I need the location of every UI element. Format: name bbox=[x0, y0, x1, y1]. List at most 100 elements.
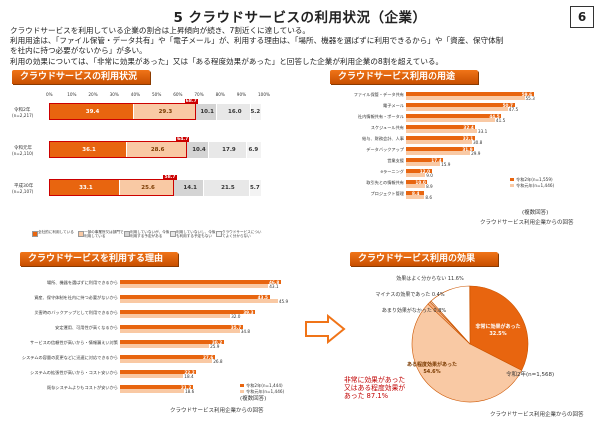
pie-slice bbox=[430, 285, 471, 345]
bar-current bbox=[406, 191, 424, 195]
legend-label: 一部の事業所又は部門で利用している bbox=[84, 230, 124, 239]
bar-value: 39.4 bbox=[85, 109, 100, 115]
bar-previous bbox=[120, 374, 184, 378]
row-n: (n=2,107) bbox=[12, 189, 34, 194]
bar-previous bbox=[120, 314, 231, 318]
bar-value: 10.1 bbox=[200, 109, 214, 115]
slice-label: 54.6% bbox=[423, 369, 440, 375]
bar-current bbox=[406, 136, 475, 140]
reasons-panel: クラウドサービスを利用する理由 場所、機器を選ばずに利用できるから 46.8 43.… bbox=[20, 252, 300, 420]
legend-label: 令和2年(n=1,444) bbox=[246, 383, 283, 388]
item-label: スケジュール共有 bbox=[370, 125, 404, 130]
bar-current bbox=[406, 158, 444, 162]
bar-previous bbox=[120, 329, 240, 333]
bar-current bbox=[406, 114, 502, 118]
item-label: 取引先との情報共有 bbox=[366, 180, 404, 185]
bar-previous bbox=[406, 107, 508, 111]
bar-previous bbox=[406, 140, 472, 144]
value-previous: 55.3 bbox=[525, 95, 535, 101]
value-previous: 43.1 bbox=[269, 283, 279, 289]
legend-label: 全社的に利用している bbox=[38, 230, 74, 234]
value-previous: 15.9 bbox=[441, 161, 451, 167]
legend-swatch bbox=[240, 384, 244, 387]
bar-value: 28.6 bbox=[150, 147, 165, 153]
item-label: 場所、機器を選ばずに利用できるから bbox=[46, 280, 118, 285]
item-label: システムの拡張性が高いから・コスト安いから bbox=[30, 370, 118, 375]
bar-previous bbox=[406, 118, 495, 122]
item-label: 電子メール bbox=[383, 103, 404, 108]
tick-label: 70% bbox=[194, 92, 204, 97]
callout-line: 又はある程度効果が bbox=[344, 384, 406, 392]
legend-swatch bbox=[240, 390, 244, 393]
value-current: 22.2 bbox=[184, 369, 195, 375]
value-previous: 41.5 bbox=[495, 117, 506, 123]
value-previous: 8.9 bbox=[426, 183, 433, 189]
bar-segment bbox=[217, 104, 251, 120]
value-current: 21.2 bbox=[180, 384, 192, 390]
bar-current bbox=[406, 125, 476, 129]
item-label: 既存システムよりもコストが安いから bbox=[47, 385, 118, 390]
item-label: 資産、保守体制を社内に持つ必要がないから bbox=[34, 295, 118, 300]
value-current: 8.4 bbox=[412, 190, 420, 196]
legend-label: 令和元年(n=1,446) bbox=[246, 389, 285, 394]
item-label: システムの容量の変更などに迅速に対応できるから bbox=[21, 355, 118, 360]
tick-label: 20% bbox=[88, 92, 98, 97]
value-previous: 29.9 bbox=[471, 150, 481, 156]
reasons-source: クラウドサービス利用企業からの回答 bbox=[170, 408, 264, 414]
row-label: 令和元年 bbox=[14, 146, 32, 151]
bar-segment bbox=[50, 142, 127, 158]
bar-value: 21.5 bbox=[221, 185, 235, 191]
item-label: ファイル保管・データ共有 bbox=[353, 92, 404, 97]
bar-value: 33.1 bbox=[79, 185, 93, 191]
bar-segment bbox=[247, 142, 262, 158]
bar-segment bbox=[187, 142, 210, 158]
row-n: (n=2,217) bbox=[12, 113, 34, 118]
value-current: 44.5 bbox=[489, 113, 500, 119]
value-current: 43.5 bbox=[257, 294, 268, 300]
bar-previous bbox=[406, 195, 425, 199]
bar-current bbox=[120, 340, 224, 344]
value-current: 50.7 bbox=[502, 102, 513, 108]
total-badge: 58.7 bbox=[163, 175, 177, 180]
used-box bbox=[49, 141, 188, 158]
bar-current bbox=[406, 180, 428, 184]
bar-value: 36.1 bbox=[82, 147, 96, 153]
bar-current bbox=[120, 325, 243, 329]
slice-label: マイナスの効果であった 0.4% bbox=[375, 291, 444, 298]
value-current: 32.1 bbox=[462, 135, 474, 141]
legend-label: 利用していないし、今後も利用する予定もない bbox=[176, 230, 216, 239]
slice-label: ある程度効果があった bbox=[407, 361, 457, 368]
value-current: 31.9 bbox=[462, 146, 473, 152]
bar-current bbox=[120, 295, 270, 299]
bar-value: 14.1 bbox=[183, 185, 197, 191]
bar-previous bbox=[406, 129, 477, 133]
tick-label: 10% bbox=[67, 92, 77, 97]
bar-previous bbox=[406, 151, 471, 155]
bar-segment bbox=[250, 104, 262, 120]
value-current: 27.6 bbox=[202, 354, 214, 360]
bar-previous bbox=[406, 184, 426, 188]
value-previous: 25.9 bbox=[210, 343, 220, 349]
bar-previous bbox=[406, 96, 525, 100]
usage-header: クラウドサービス利用の用途 bbox=[330, 70, 478, 84]
value-previous: 34.8 bbox=[240, 328, 251, 334]
bar-current bbox=[120, 370, 197, 374]
effect-year-note: 令和2年(n=1,568) bbox=[506, 372, 555, 378]
value-previous: 8.6 bbox=[425, 194, 433, 200]
slice-label: 32.5% bbox=[489, 331, 506, 337]
callout-line: あった 87.1% bbox=[344, 392, 389, 400]
legend-swatch bbox=[510, 184, 514, 187]
tick-label: 50% bbox=[152, 92, 162, 97]
value-current: 12.0 bbox=[419, 168, 431, 174]
value-current: 17.4 bbox=[431, 157, 442, 163]
bar-previous bbox=[120, 389, 184, 393]
status-panel: クラウドサービスの利用状況 0% 10% 20% 30% 40% 50% 60% 70% 80%… bbox=[12, 70, 272, 248]
value-current: 30.2 bbox=[211, 339, 223, 345]
reasons-header: クラウドサービスを利用する理由 bbox=[20, 252, 178, 266]
item-label: データバックアップ bbox=[366, 147, 404, 152]
bar-segment bbox=[50, 104, 134, 120]
item-label: 給与、財務会計、人事 bbox=[362, 136, 404, 141]
value-previous: 47.5 bbox=[508, 106, 519, 112]
legend-label: 令和2年(n=1,559) bbox=[516, 177, 553, 182]
